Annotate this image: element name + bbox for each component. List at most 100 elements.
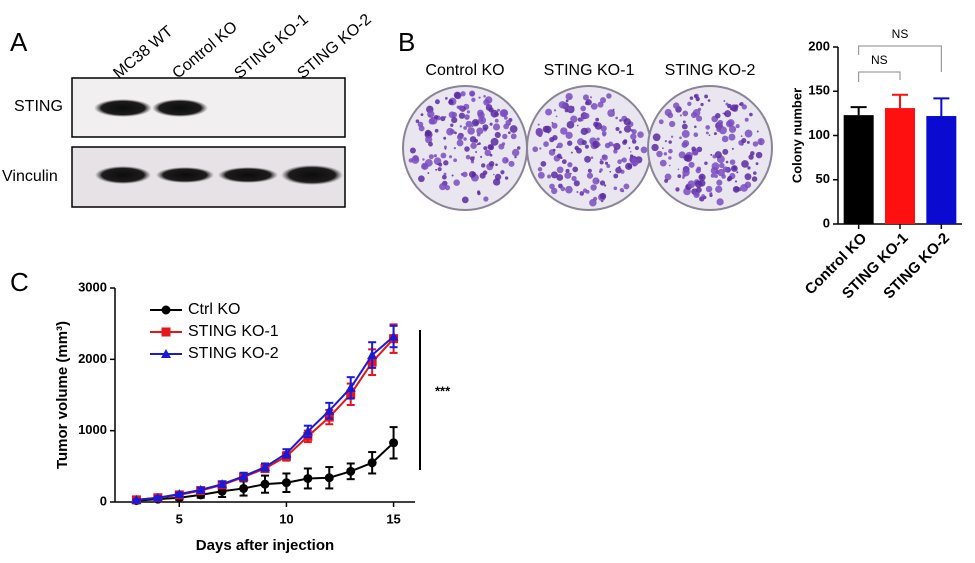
colony xyxy=(570,151,573,154)
colony xyxy=(489,122,493,126)
marker xyxy=(152,492,163,502)
colony xyxy=(582,94,590,101)
colony xyxy=(634,146,640,151)
colony xyxy=(483,99,490,106)
colony xyxy=(582,188,588,193)
colony xyxy=(668,148,673,154)
colony xyxy=(606,93,612,99)
colony xyxy=(612,108,615,111)
colony xyxy=(537,171,545,179)
colony xyxy=(573,180,580,187)
colony xyxy=(725,120,733,128)
colony xyxy=(507,131,511,135)
colony xyxy=(508,160,515,167)
colony xyxy=(517,146,521,150)
colony xyxy=(579,117,584,122)
colony xyxy=(490,137,499,146)
colony xyxy=(738,103,742,106)
colony xyxy=(535,128,544,137)
colony xyxy=(587,168,592,173)
colony xyxy=(613,186,618,191)
colony xyxy=(590,102,598,110)
colony xyxy=(565,131,573,139)
colony xyxy=(569,96,571,99)
colony xyxy=(556,153,562,159)
colony xyxy=(550,171,558,179)
colony xyxy=(428,154,434,160)
colony xyxy=(502,133,508,140)
marker xyxy=(302,426,313,436)
panel-letter: C xyxy=(10,267,29,297)
colony xyxy=(494,118,499,123)
bar xyxy=(843,115,874,224)
colony xyxy=(583,112,590,119)
colony xyxy=(694,180,703,188)
colony xyxy=(601,154,607,159)
colony xyxy=(469,136,477,143)
marker xyxy=(303,473,313,483)
colony xyxy=(668,156,672,160)
colony xyxy=(551,121,554,124)
colony xyxy=(596,137,600,141)
x-tick-label: 15 xyxy=(386,511,400,526)
colony xyxy=(619,119,622,122)
y-tick-label: 100 xyxy=(808,127,830,142)
colony xyxy=(621,190,625,193)
colony xyxy=(564,172,572,179)
marker xyxy=(260,479,270,489)
colony xyxy=(681,129,690,138)
colony xyxy=(415,119,420,123)
colony xyxy=(623,183,630,190)
colony xyxy=(537,167,543,172)
colony xyxy=(427,172,430,175)
colony xyxy=(717,119,724,126)
colony xyxy=(631,129,637,135)
colony xyxy=(600,158,603,161)
colony xyxy=(511,148,520,157)
colony xyxy=(722,112,725,115)
colony xyxy=(621,157,627,163)
colony xyxy=(501,142,506,146)
colony xyxy=(715,185,723,193)
colony xyxy=(469,90,476,97)
colony xyxy=(451,174,454,177)
colony xyxy=(464,146,470,152)
marker xyxy=(195,484,206,494)
colony xyxy=(682,140,690,147)
colony xyxy=(716,179,723,186)
y-axis-label: Colony number xyxy=(789,88,804,183)
colony xyxy=(592,140,600,149)
marker xyxy=(367,350,378,360)
colony xyxy=(492,123,501,131)
colony xyxy=(565,168,570,174)
colony xyxy=(630,158,639,167)
colony xyxy=(584,155,591,163)
colony xyxy=(758,142,762,145)
colony xyxy=(489,153,493,157)
band xyxy=(281,165,343,185)
colony xyxy=(437,167,442,172)
colony xyxy=(719,162,725,169)
colony xyxy=(713,132,717,136)
colony xyxy=(439,182,447,191)
colony xyxy=(599,160,604,165)
colony xyxy=(556,166,564,174)
colony xyxy=(465,120,473,128)
colony xyxy=(603,184,607,187)
colony xyxy=(445,96,448,100)
colony xyxy=(571,175,577,182)
colony xyxy=(630,133,637,140)
colony xyxy=(723,100,726,102)
colony xyxy=(561,159,567,165)
colony xyxy=(532,146,539,153)
colony xyxy=(656,150,663,158)
colony xyxy=(551,122,558,129)
colony xyxy=(428,118,436,125)
colony xyxy=(718,126,727,135)
colony xyxy=(443,145,447,149)
colony xyxy=(688,161,695,168)
annotation: NS xyxy=(871,53,888,67)
colony xyxy=(662,147,664,150)
colony xyxy=(677,174,682,179)
marker xyxy=(346,466,356,476)
